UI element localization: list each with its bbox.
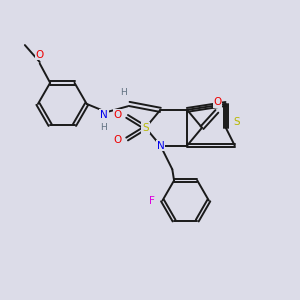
Text: S: S xyxy=(233,117,239,127)
Text: O: O xyxy=(36,50,44,60)
Text: S: S xyxy=(142,123,149,133)
Text: O: O xyxy=(113,110,122,120)
Text: N: N xyxy=(157,140,164,151)
Text: O: O xyxy=(113,136,122,146)
Text: F: F xyxy=(149,196,155,206)
Text: H: H xyxy=(120,88,127,97)
Text: O: O xyxy=(213,98,222,107)
Text: H: H xyxy=(100,123,107,132)
Text: N: N xyxy=(100,110,108,120)
